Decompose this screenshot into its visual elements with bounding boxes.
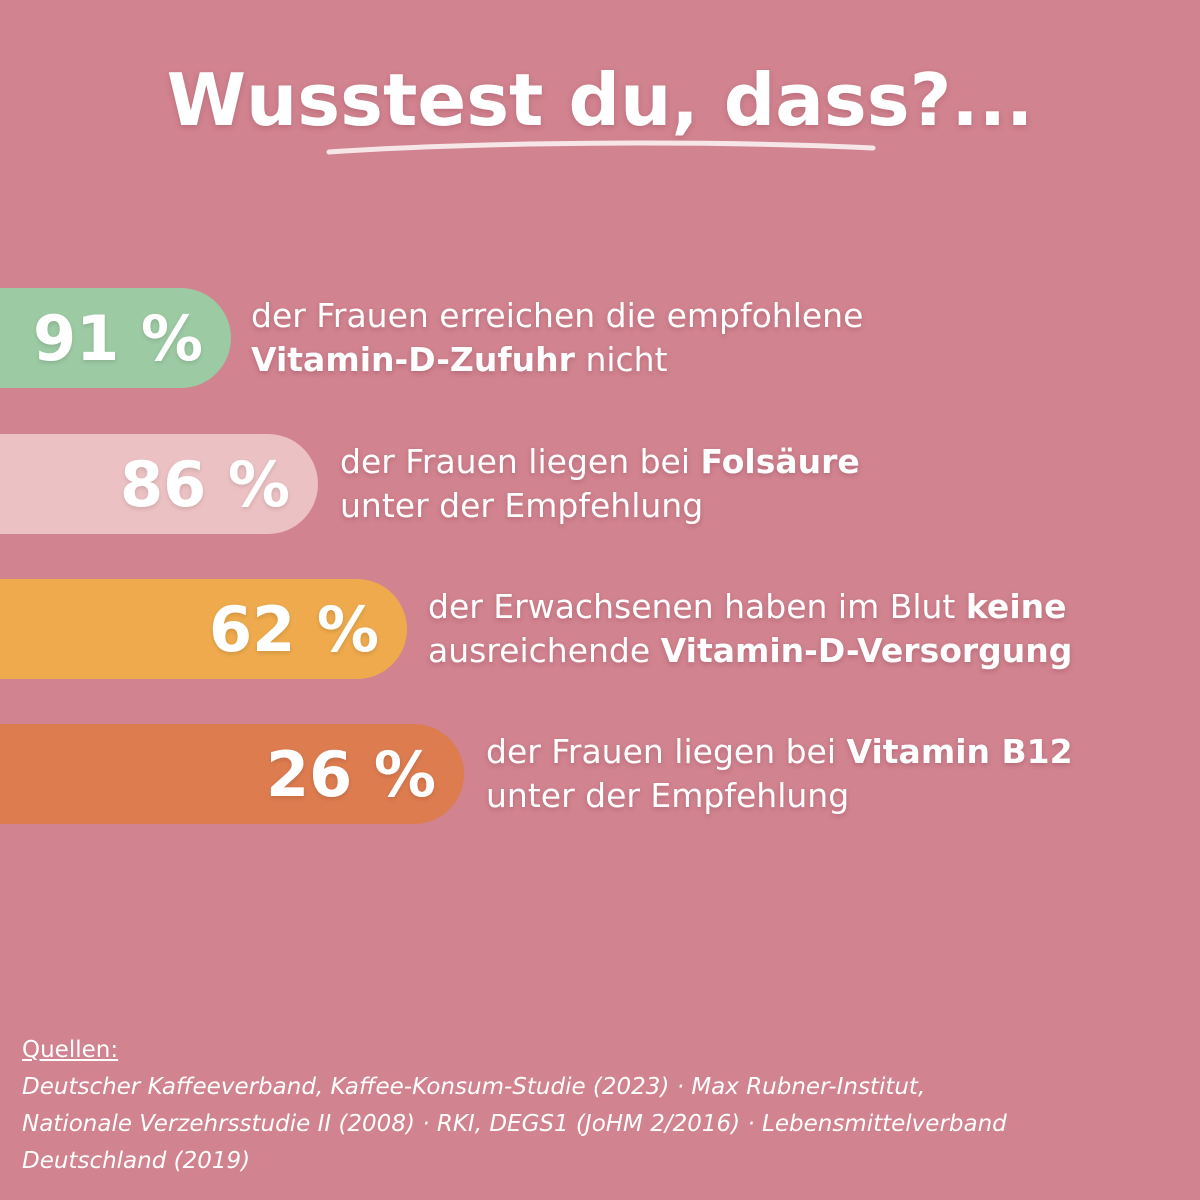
stat-description-1-line-2: Vitamin-D-Zufuhr nicht [251,338,863,382]
stat-description-1-line-1: der Frauen erreichen die empfohlene [251,294,863,338]
desc-highlight: keine [965,587,1067,626]
desc-text: unter der Empfehlung [486,776,850,815]
stat-description-3-line-1: der Erwachsenen haben im Blut keine [428,585,1072,629]
stat-description-1: der Frauen erreichen die empfohlene Vita… [251,294,863,382]
sources-line: Nationale Verzehrsstudie II (2008) · RKI… [22,1111,1007,1137]
desc-text: der Erwachsenen haben im Blut [428,587,966,626]
stat-row-4: 26 % der Frauen liegen bei Vitamin B12 u… [0,724,1200,824]
stat-value-2: 86 % [120,447,290,521]
stat-pill-3: 62 % [0,579,407,679]
stat-description-2-line-2: unter der Empfehlung [340,484,860,528]
sources-block: Quellen: Deutscher Kaffeeverband, Kaffee… [22,1032,1182,1180]
desc-text: der Frauen liegen bei [340,442,701,481]
page-title: Wusstest du, dass?... [166,58,1034,142]
stat-description-4: der Frauen liegen bei Vitamin B12 unter … [486,730,1073,818]
stat-description-2: der Frauen liegen bei Folsäure unter der… [340,440,860,528]
desc-highlight: Vitamin B12 [846,732,1073,771]
desc-text: unter der Empfehlung [340,486,704,525]
stat-description-3: der Erwachsenen haben im Blut keine ausr… [428,585,1072,673]
sources-line: Deutscher Kaffeeverband, Kaffee-Konsum-S… [22,1074,926,1100]
desc-text: ausreichende [428,631,661,670]
stat-row-1: 91 % der Frauen erreichen die empfohlene… [0,288,1200,388]
stat-pill-1: 91 % [0,288,231,388]
desc-text: der Frauen liegen bei [486,732,847,771]
stat-description-2-line-1: der Frauen liegen bei Folsäure [340,440,860,484]
desc-text: nicht [574,340,668,379]
desc-text: der Frauen erreichen die empfohlene [251,296,864,335]
title-underline [326,140,876,155]
sources-heading: Quellen: [22,1037,119,1063]
stat-pill-2: 86 % [0,434,318,534]
stat-value-1: 91 % [33,301,203,375]
stat-pill-4: 26 % [0,724,464,824]
stat-description-4-line-1: der Frauen liegen bei Vitamin B12 [486,730,1073,774]
stat-description-4-line-2: unter der Empfehlung [486,774,1073,818]
stat-row-3: 62 % der Erwachsenen haben im Blut keine… [0,579,1200,679]
stat-value-3: 62 % [209,592,379,666]
desc-highlight: Folsäure [700,442,860,481]
desc-highlight: Vitamin-D-Zufuhr [251,340,575,379]
sources-line: Deutschland (2019) [22,1148,251,1174]
desc-highlight: Vitamin-D-Versorgung [660,631,1073,670]
stat-description-3-line-2: ausreichende Vitamin-D-Versorgung [428,629,1072,673]
stat-row-2: 86 % der Frauen liegen bei Folsäure unte… [0,434,1200,534]
stat-value-4: 26 % [266,737,436,811]
